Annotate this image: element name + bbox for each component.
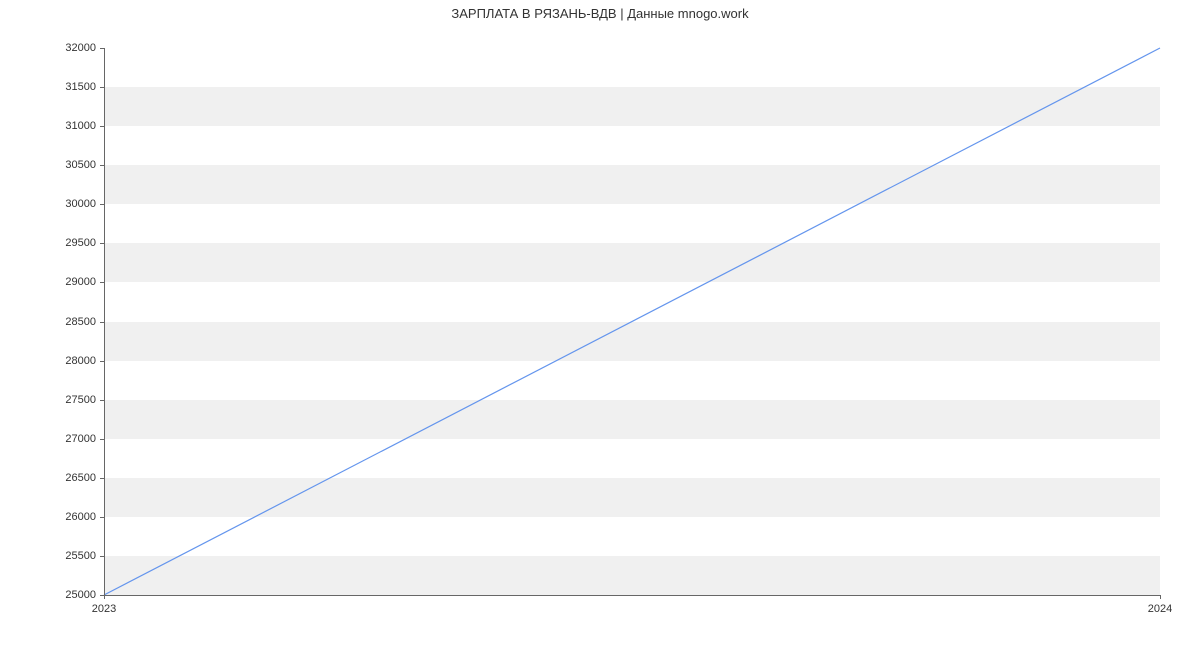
y-tick-label: 29000	[65, 276, 96, 288]
y-tick-label: 30000	[65, 198, 96, 210]
y-tick-label: 28500	[65, 316, 96, 328]
x-tick-label: 2024	[1148, 603, 1172, 615]
x-axis-line	[104, 595, 1160, 596]
y-tick-label: 31500	[65, 81, 96, 93]
y-tick-label: 27500	[65, 394, 96, 406]
y-tick-label: 32000	[65, 42, 96, 54]
y-tick-label: 30500	[65, 159, 96, 171]
salary-line-chart: ЗАРПЛАТА В РЯЗАНЬ-ВДВ | Данные mnogo.wor…	[0, 0, 1200, 650]
plot-area	[104, 48, 1160, 595]
y-tick-label: 31000	[65, 120, 96, 132]
y-tick-label: 25500	[65, 550, 96, 562]
series-line-salary	[104, 48, 1160, 595]
series-layer	[104, 48, 1160, 595]
y-tick-label: 26000	[65, 511, 96, 523]
y-tick-label: 25000	[65, 589, 96, 601]
chart-title: ЗАРПЛАТА В РЯЗАНЬ-ВДВ | Данные mnogo.wor…	[0, 6, 1200, 21]
x-tick-label: 2023	[92, 603, 116, 615]
y-tick-label: 29500	[65, 237, 96, 249]
y-axis-line	[104, 48, 105, 595]
y-tick-label: 26500	[65, 472, 96, 484]
x-tick-mark	[1160, 595, 1161, 599]
y-tick-label: 28000	[65, 355, 96, 367]
y-tick-label: 27000	[65, 433, 96, 445]
